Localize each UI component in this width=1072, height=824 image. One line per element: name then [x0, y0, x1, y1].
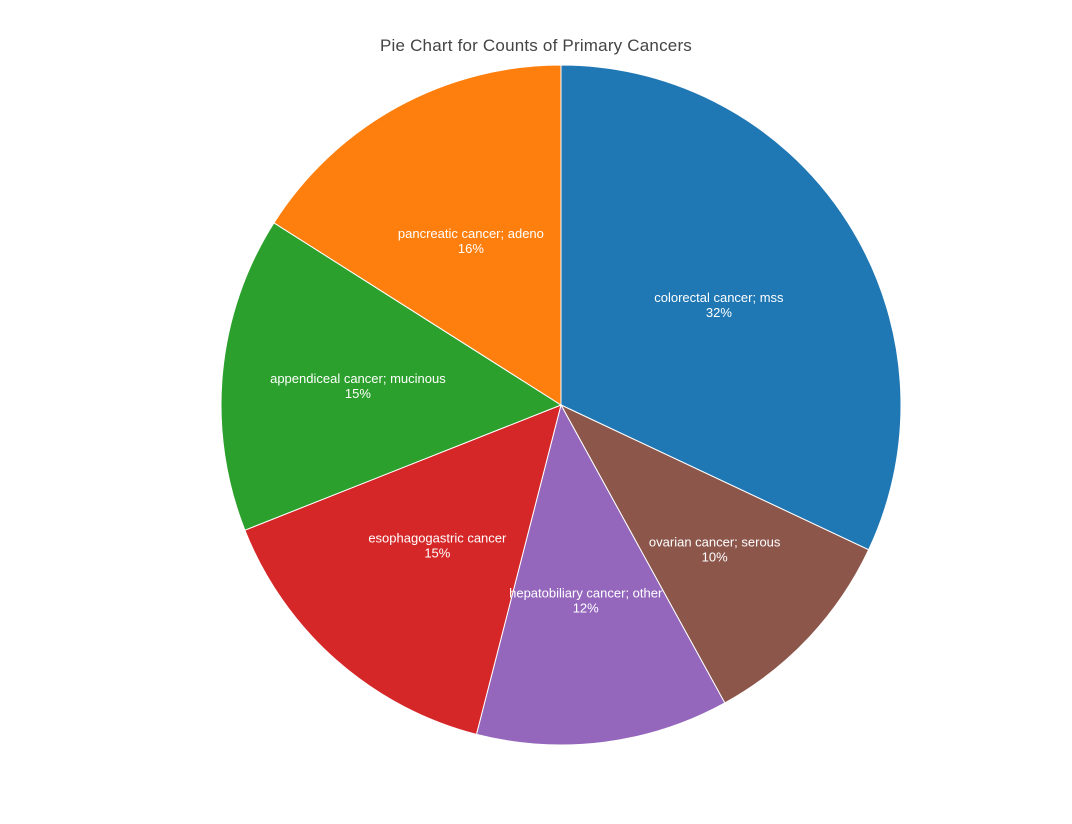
slice-label-name: ovarian cancer; serous — [649, 534, 781, 549]
slice-label-percent: 15% — [345, 386, 371, 401]
slice-label: hepatobiliary cancer; other 12% — [509, 586, 663, 616]
slice-label: esophagogastric cancer 15% — [368, 530, 507, 560]
slice-label: pancreatic cancer; adeno 16% — [398, 226, 544, 256]
pie-labels: colorectal cancer; mss 32% ovarian cancer;… — [270, 226, 784, 616]
slice-label: appendiceal cancer; mucinous 15% — [270, 371, 446, 401]
slice-label-percent: 10% — [702, 549, 728, 564]
slice-label-percent: 15% — [424, 545, 450, 560]
chart-title: Pie Chart for Counts of Primary Cancers — [379, 36, 692, 55]
pie-slices — [220, 64, 902, 746]
slice-label-name: esophagogastric cancer — [368, 530, 507, 545]
slice-label-percent: 12% — [573, 601, 599, 616]
slice-label-name: pancreatic cancer; adeno — [398, 226, 544, 241]
pie-slice[interactable] — [475, 403, 726, 746]
pie-slice[interactable] — [560, 64, 902, 551]
slice-label: ovarian cancer; serous 10% — [649, 534, 781, 564]
slice-label-name: hepatobiliary cancer; other — [509, 586, 663, 601]
pie-slice[interactable] — [559, 403, 870, 704]
slice-label: colorectal cancer; mss 32% — [654, 290, 784, 320]
pie-slice[interactable] — [273, 64, 562, 406]
slice-label-percent: 32% — [706, 305, 732, 320]
slice-label-percent: 16% — [458, 241, 484, 256]
slice-label-name: appendiceal cancer; mucinous — [270, 371, 446, 386]
pie-slice[interactable] — [244, 404, 562, 735]
slice-label-name: colorectal cancer; mss — [654, 290, 784, 305]
pie-slice[interactable] — [220, 222, 563, 531]
